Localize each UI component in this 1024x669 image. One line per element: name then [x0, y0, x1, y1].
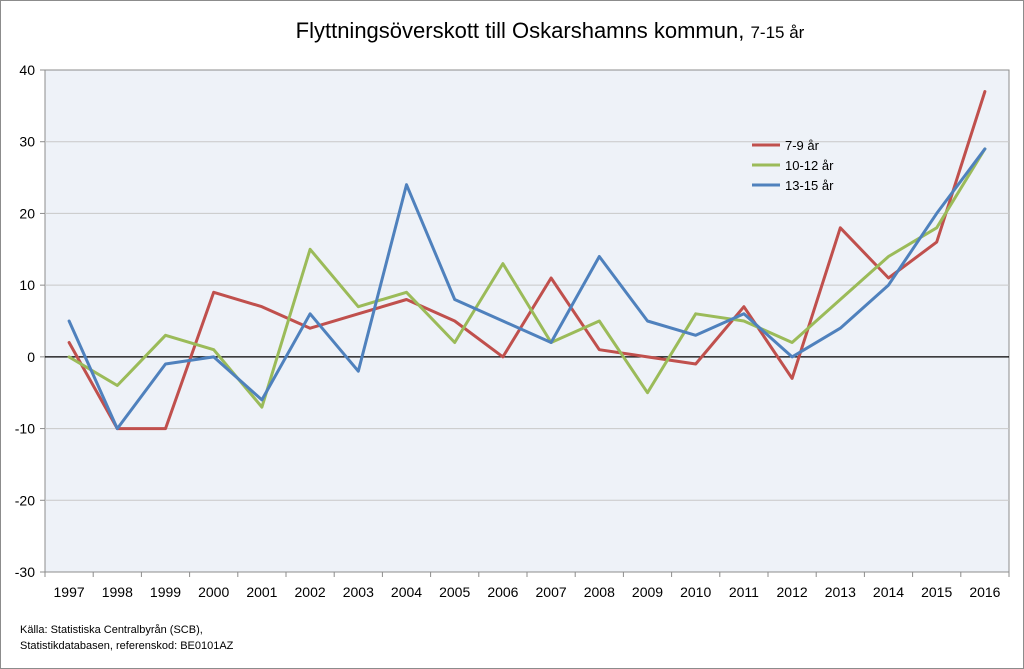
x-tick-label: 2001: [246, 584, 277, 600]
x-tick-label: 2011: [729, 584, 759, 600]
x-tick-label: 1998: [102, 584, 133, 600]
y-tick-label: -30: [15, 564, 35, 580]
x-tick-label: 2000: [198, 584, 229, 600]
chart-title-sub: 7-15 år: [750, 23, 805, 42]
x-tick-label: 2003: [343, 584, 374, 600]
x-tick-label: 1997: [54, 584, 85, 600]
x-tick-label: 2006: [487, 584, 518, 600]
source-line-1: Källa: Statistiska Centralbyrån (SCB),: [20, 624, 203, 636]
x-tick-label: 2012: [777, 584, 808, 600]
x-tick-label: 2005: [439, 584, 470, 600]
legend-label: 7-9 år: [785, 138, 820, 153]
x-tick-label: 2010: [680, 584, 711, 600]
x-tick-label: 1999: [150, 584, 181, 600]
y-tick-label: 0: [27, 349, 35, 365]
x-tick-label: 2015: [921, 584, 952, 600]
x-tick-label: 2016: [969, 584, 1000, 600]
x-tick-label: 2009: [632, 584, 663, 600]
x-tick-label: 2004: [391, 584, 422, 600]
y-tick-label: 20: [19, 205, 35, 221]
y-tick-label: 10: [19, 277, 35, 293]
x-tick-label: 2002: [295, 584, 326, 600]
y-tick-label: 40: [19, 62, 35, 78]
chart-title-main: Flyttningsöverskott till Oskarshamns kom…: [295, 18, 745, 43]
x-tick-label: 2013: [825, 584, 856, 600]
y-tick-label: -20: [15, 492, 35, 508]
legend-label: 10-12 år: [785, 158, 834, 173]
series-line-7-9-r: [67, 90, 987, 431]
source-note: Källa: Statistiska Centralbyrån (SCB), S…: [20, 622, 233, 654]
source-line-2: Statistikdatabasen, referenskod: BE0101A…: [20, 640, 234, 652]
legend-label: 13-15 år: [785, 178, 834, 193]
series-line-10-12-r: [67, 147, 987, 409]
x-tick-label: 2014: [873, 584, 904, 600]
series-line-13-15-r: [67, 147, 987, 431]
chart-title: Flyttningsöverskott till Oskarshamns kom…: [0, 18, 1024, 44]
plot-area: [44, 69, 1010, 573]
y-tick-label: -10: [15, 421, 35, 437]
y-tick-label: 30: [19, 134, 35, 150]
x-tick-label: 2007: [536, 584, 567, 600]
x-tick-label: 2008: [584, 584, 615, 600]
